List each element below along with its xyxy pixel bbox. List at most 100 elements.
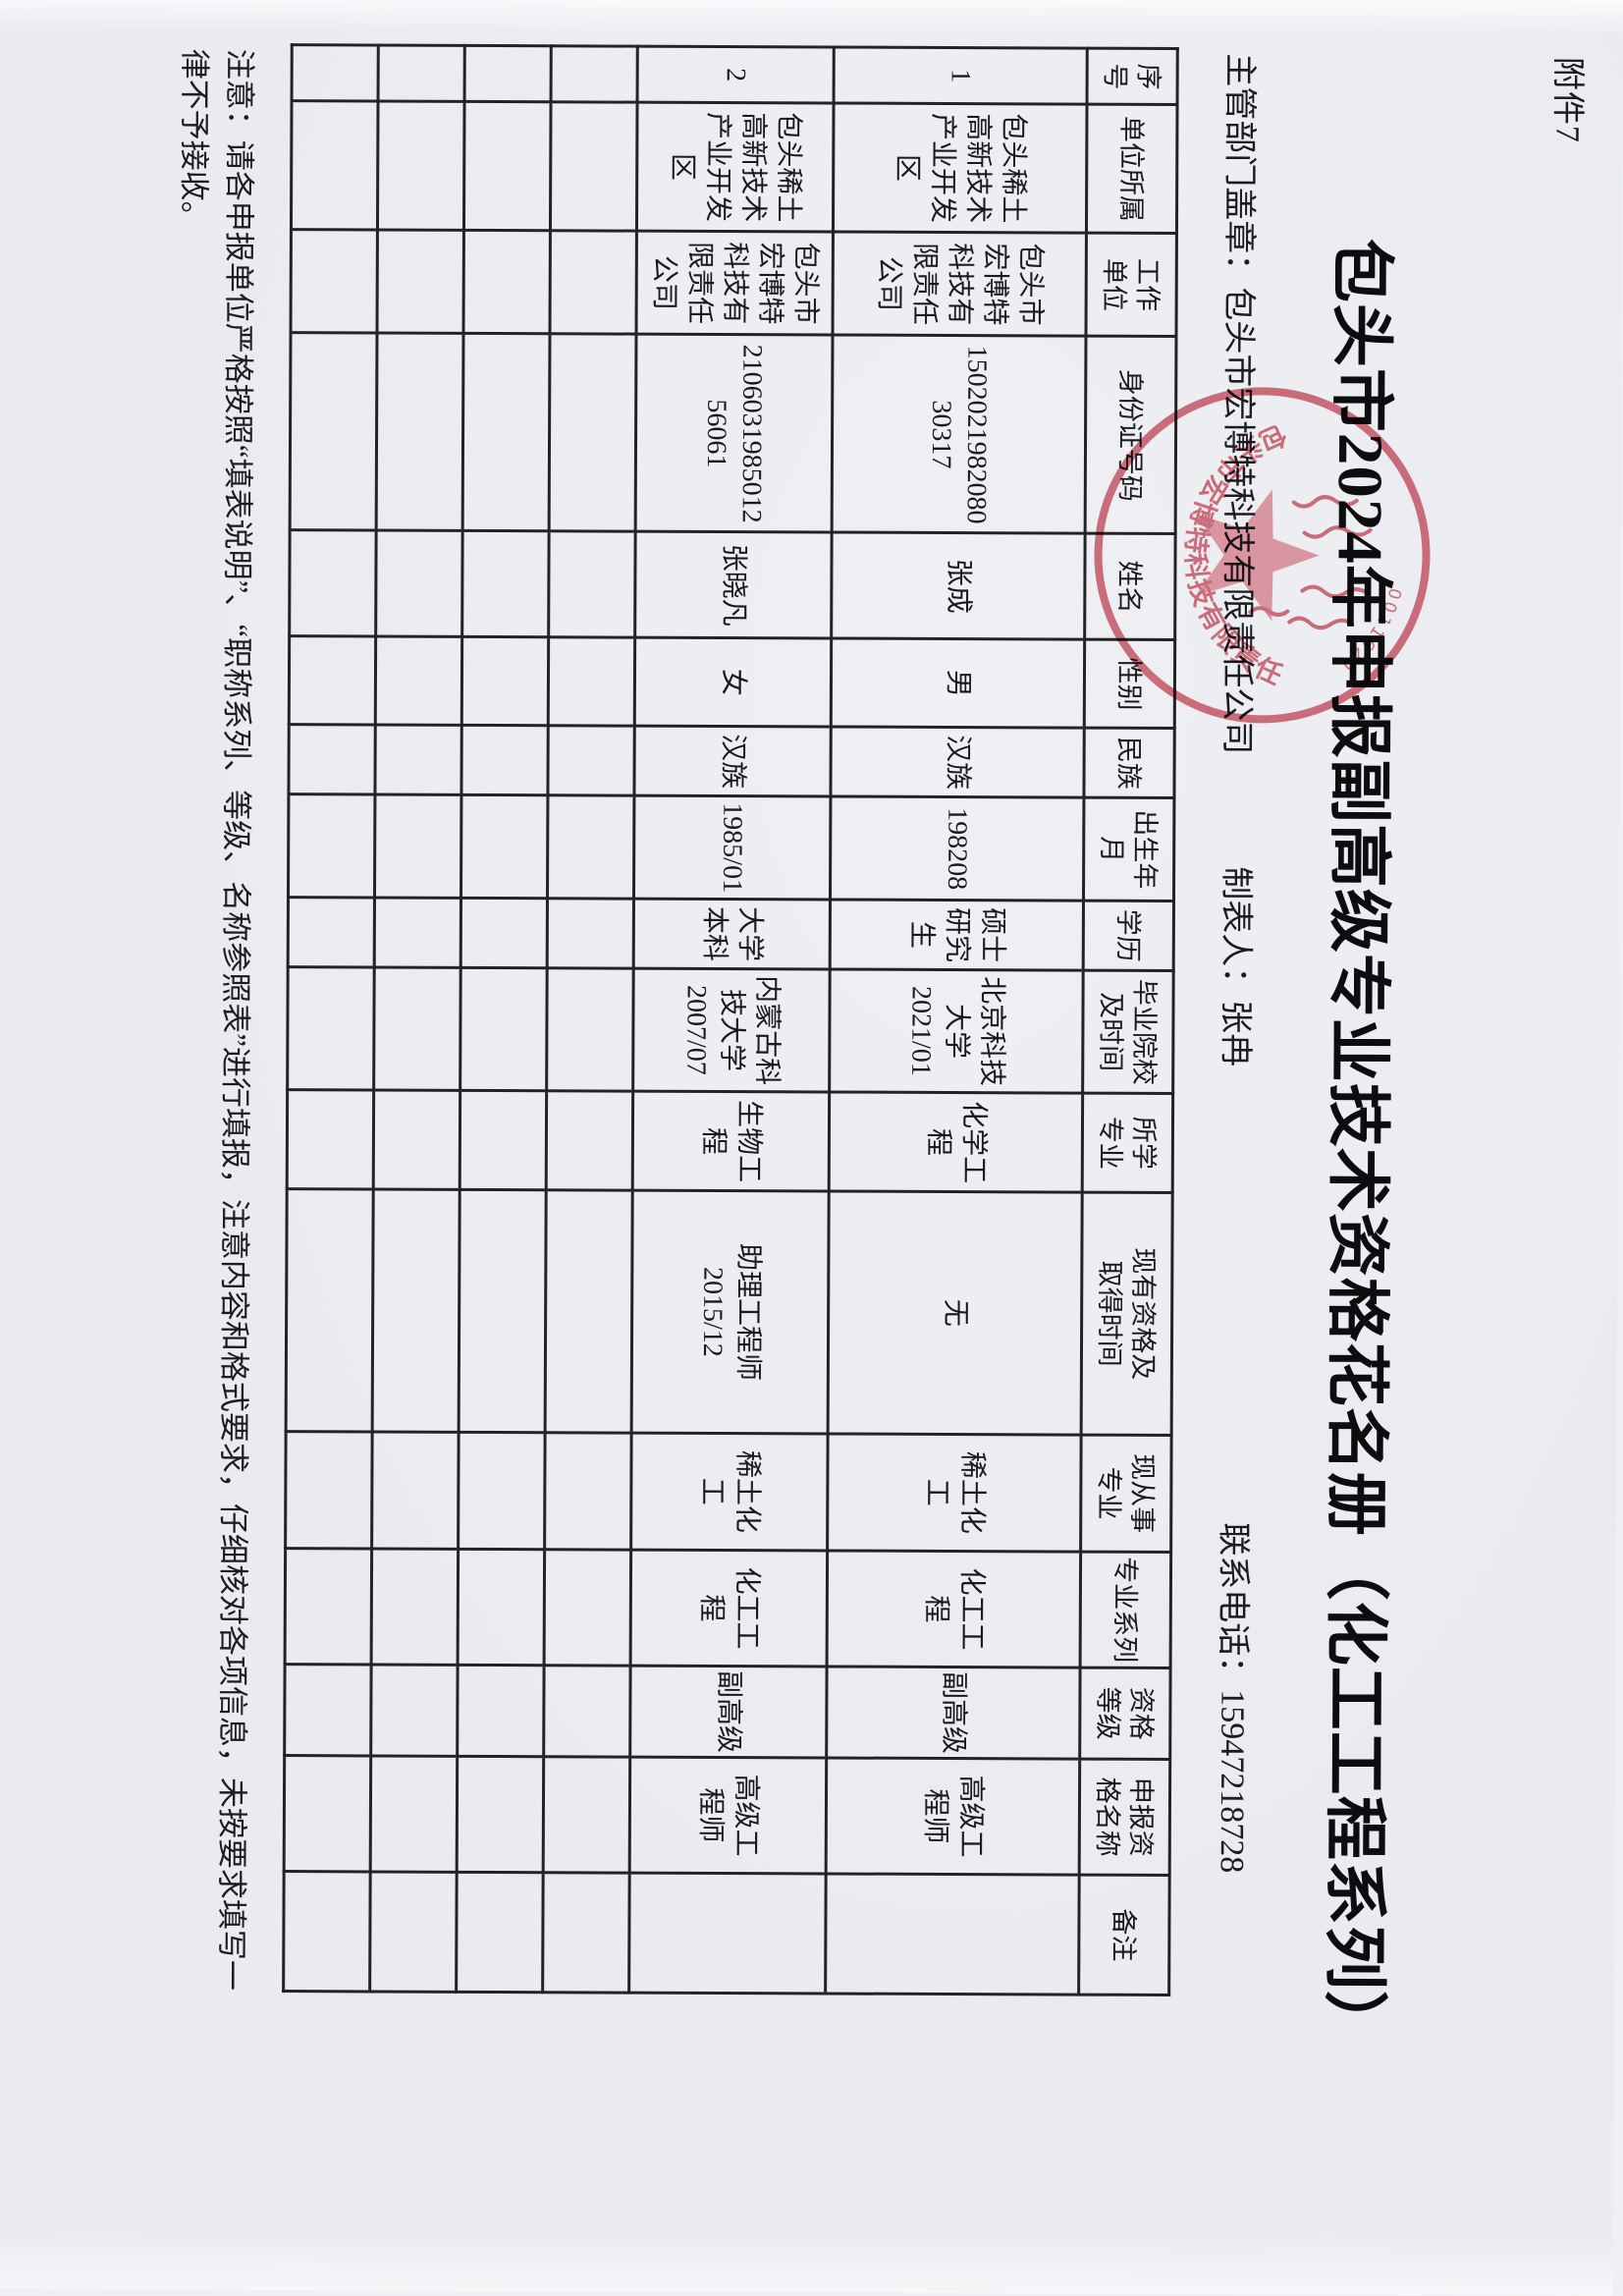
header-cell: 出生年月	[1083, 796, 1174, 902]
empty-cell	[372, 1188, 460, 1433]
header-cell: 学历	[1083, 901, 1174, 971]
page-title: 包头市2024年申报副高级专业技术资格花名册（化工工程系列）	[1317, 238, 1396, 2055]
cell: 稀土化工	[827, 1434, 1082, 1552]
empty-cell	[288, 725, 376, 794]
mongolian-script	[1248, 495, 1373, 630]
header-cell: 毕业院校 及时间	[1082, 969, 1174, 1094]
cell: 包头市宏博特科技有限责任公司	[636, 231, 834, 336]
empty-cell	[545, 1189, 633, 1434]
empty-cell	[376, 333, 464, 531]
empty-cell	[551, 45, 638, 103]
empty-cell	[370, 1755, 458, 1873]
table-row-empty	[456, 45, 552, 1993]
empty-cell	[284, 1664, 372, 1756]
cell: 张晓凡	[634, 531, 833, 638]
cell: 汉族	[830, 727, 1085, 797]
empty-cell	[550, 102, 638, 232]
cell: 男	[831, 637, 1085, 729]
seal-ring	[1094, 387, 1431, 724]
empty-cell	[291, 100, 379, 230]
cell: 生物工程	[632, 1091, 830, 1191]
empty-cell	[371, 1431, 460, 1549]
cell: 化工工程	[630, 1549, 828, 1667]
empty-cell	[463, 101, 552, 231]
empty-cell	[378, 44, 465, 102]
empty-cell	[458, 1432, 546, 1550]
cell: 2	[637, 46, 835, 104]
cell: 1985/01	[633, 794, 831, 901]
empty-cell	[457, 1756, 544, 1873]
empty-cell	[461, 636, 549, 727]
footer-note: 注意：请各申报单位严格按照“填表说明”、“职称系列、等级、名称参照表”进行填报，…	[163, 49, 262, 2013]
empty-cell	[548, 636, 635, 727]
header-cell: 备注	[1078, 1875, 1170, 1995]
empty-cell	[546, 1091, 633, 1190]
cell: 硕士研究生	[830, 900, 1084, 970]
empty-cell	[458, 1548, 545, 1666]
header-cell: 所学 专业	[1082, 1093, 1173, 1193]
empty-cell	[463, 230, 551, 335]
empty-cell	[285, 1548, 372, 1666]
empty-cell	[370, 1665, 459, 1757]
empty-cell	[291, 229, 378, 334]
empty-cell	[550, 230, 637, 335]
header-cell: 序号	[1087, 48, 1178, 105]
cell: 化学工程	[829, 1092, 1083, 1192]
header-cell: 工作 单位	[1086, 233, 1177, 337]
cell: 北京科技大学 2021/01	[829, 968, 1084, 1094]
seal-serial: 0011620	[1335, 585, 1405, 676]
empty-cell	[460, 794, 548, 900]
cell: 高级工程师	[826, 1757, 1080, 1876]
header-cell: 申报资 格名称	[1079, 1758, 1170, 1876]
empty-cell	[290, 333, 378, 531]
empty-cell	[286, 1188, 374, 1432]
empty-cell	[375, 635, 462, 726]
header-cell: 现有资格及 取得时间	[1081, 1191, 1173, 1436]
cell: 化工工程	[827, 1550, 1081, 1668]
empty-cell	[283, 1871, 371, 1992]
table-row-empty	[283, 44, 379, 1992]
star-icon	[1195, 489, 1320, 622]
empty-cell	[377, 229, 464, 334]
empty-cell	[546, 967, 634, 1092]
empty-cell	[544, 1549, 631, 1667]
empty-cell	[374, 898, 461, 968]
empty-cell	[457, 1665, 545, 1757]
preparer-label: 制表人：张冉	[1217, 866, 1255, 1067]
empty-cell	[547, 794, 634, 900]
header-cell: 民族	[1083, 728, 1175, 798]
table-row-empty	[369, 44, 465, 1993]
cell: 副高级	[826, 1667, 1081, 1759]
cell	[628, 1873, 827, 1994]
empty-cell	[288, 897, 375, 967]
empty-cell	[373, 1090, 460, 1190]
empty-cell	[543, 1665, 631, 1757]
empty-cell	[462, 333, 551, 532]
empty-cell	[460, 725, 549, 795]
table-row: 1 包头稀土高新技术产业开发区 包头市宏博特科技有限责任公司 150202198208…	[825, 46, 1088, 1995]
empty-cell	[375, 530, 463, 637]
header-cell: 单位所属	[1086, 104, 1178, 234]
cell: 内蒙古科技大学 2007/07	[632, 967, 831, 1093]
empty-cell	[544, 1432, 632, 1550]
cell: 张成	[831, 532, 1086, 640]
contact-phone-label: 联系电话：15947218728	[1213, 1522, 1252, 1874]
company-seal: 0011620 包头市宏博特科技有限责任公司	[1094, 382, 1435, 724]
cell: 198208	[830, 795, 1084, 902]
empty-cell	[460, 967, 548, 1092]
cell: 稀土化工	[630, 1433, 829, 1551]
footer-note-line1: 注意：请各申报单位严格按照“填表说明”、“职称系列、等级、名称参照表”进行填报，…	[214, 48, 257, 1991]
empty-cell	[292, 44, 379, 102]
header-cell: 专业系列	[1080, 1551, 1171, 1668]
empty-cell	[287, 966, 375, 1091]
empty-cell	[460, 1090, 547, 1190]
empty-cell	[461, 530, 550, 637]
table-row-empty	[542, 45, 638, 1994]
empty-cell	[374, 725, 462, 795]
empty-cell	[373, 966, 461, 1091]
cell: 1	[834, 46, 1088, 105]
empty-cell	[547, 726, 635, 795]
empty-cell	[369, 1872, 458, 1993]
